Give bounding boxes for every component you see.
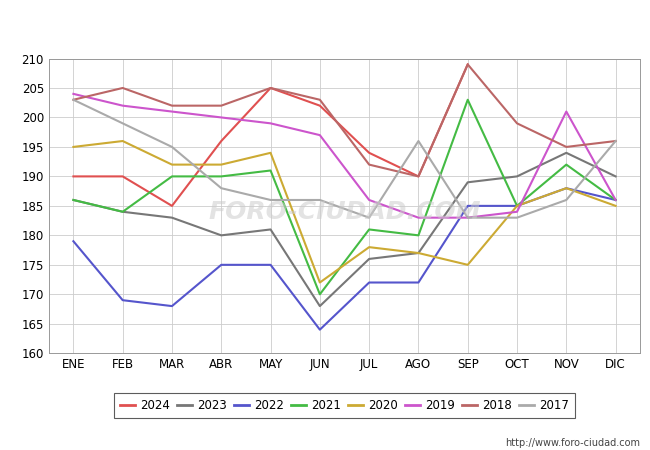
Legend: 2024, 2023, 2022, 2021, 2020, 2019, 2018, 2017: 2024, 2023, 2022, 2021, 2020, 2019, 2018… xyxy=(114,393,575,418)
Text: http://www.foro-ciudad.com: http://www.foro-ciudad.com xyxy=(505,438,640,448)
Text: Afiliados en Caudete de las Fuentes a 30/9/2024: Afiliados en Caudete de las Fuentes a 30… xyxy=(124,14,526,32)
Text: FORO-CIUDAD.COM: FORO-CIUDAD.COM xyxy=(208,200,481,224)
